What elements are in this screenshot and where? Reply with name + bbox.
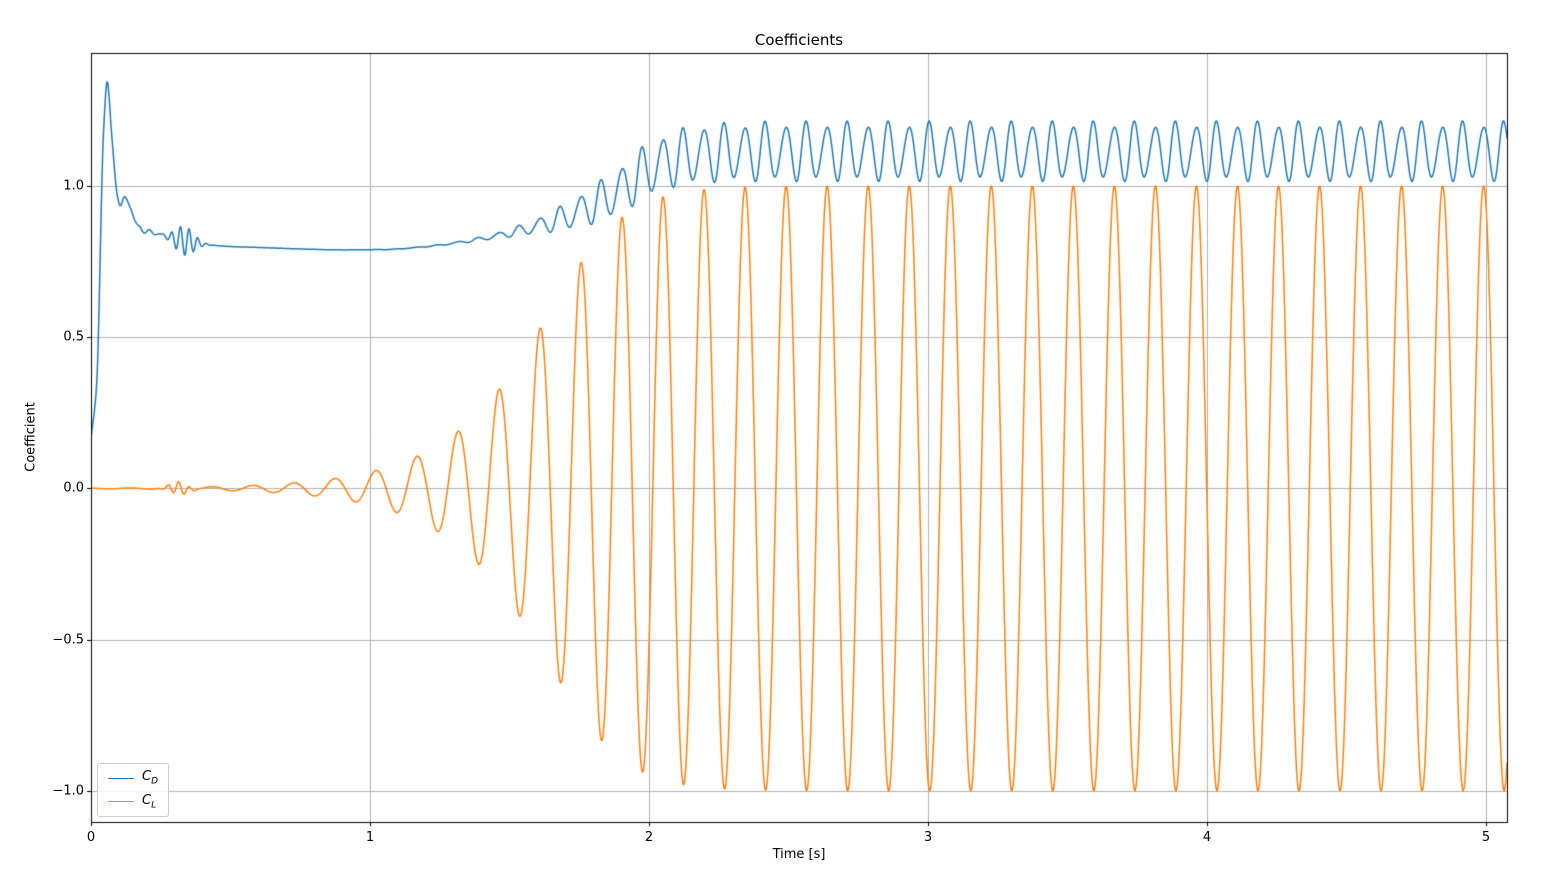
legend-entry: CD [108, 770, 158, 787]
y-tick-label: 1.0 [63, 178, 84, 194]
legend: CD CL [97, 763, 170, 818]
x-tick-label: 5 [1481, 830, 1491, 845]
y-axis-label: Coefficient [23, 402, 39, 472]
y-tick-label: 0.5 [63, 329, 84, 345]
legend-line-swatch [108, 777, 134, 779]
x-tick-label: 4 [1202, 830, 1212, 845]
legend-label: CL [142, 792, 157, 811]
x-tick-label: 2 [644, 830, 654, 845]
y-tick-label: −1.0 [52, 783, 84, 799]
chart-title: Coefficients [754, 31, 844, 49]
x-tick-label: 1 [365, 830, 375, 845]
y-tick-label: 0.0 [63, 480, 84, 496]
x-axis-label: Time [s] [772, 847, 826, 862]
x-tick-label: 3 [923, 830, 933, 845]
legend-entry: CL [108, 794, 158, 811]
legend-line-swatch [108, 801, 134, 803]
legend-label: CD [142, 769, 159, 787]
x-tick-label: 0 [86, 830, 96, 845]
y-tick-label: −0.5 [52, 632, 84, 648]
